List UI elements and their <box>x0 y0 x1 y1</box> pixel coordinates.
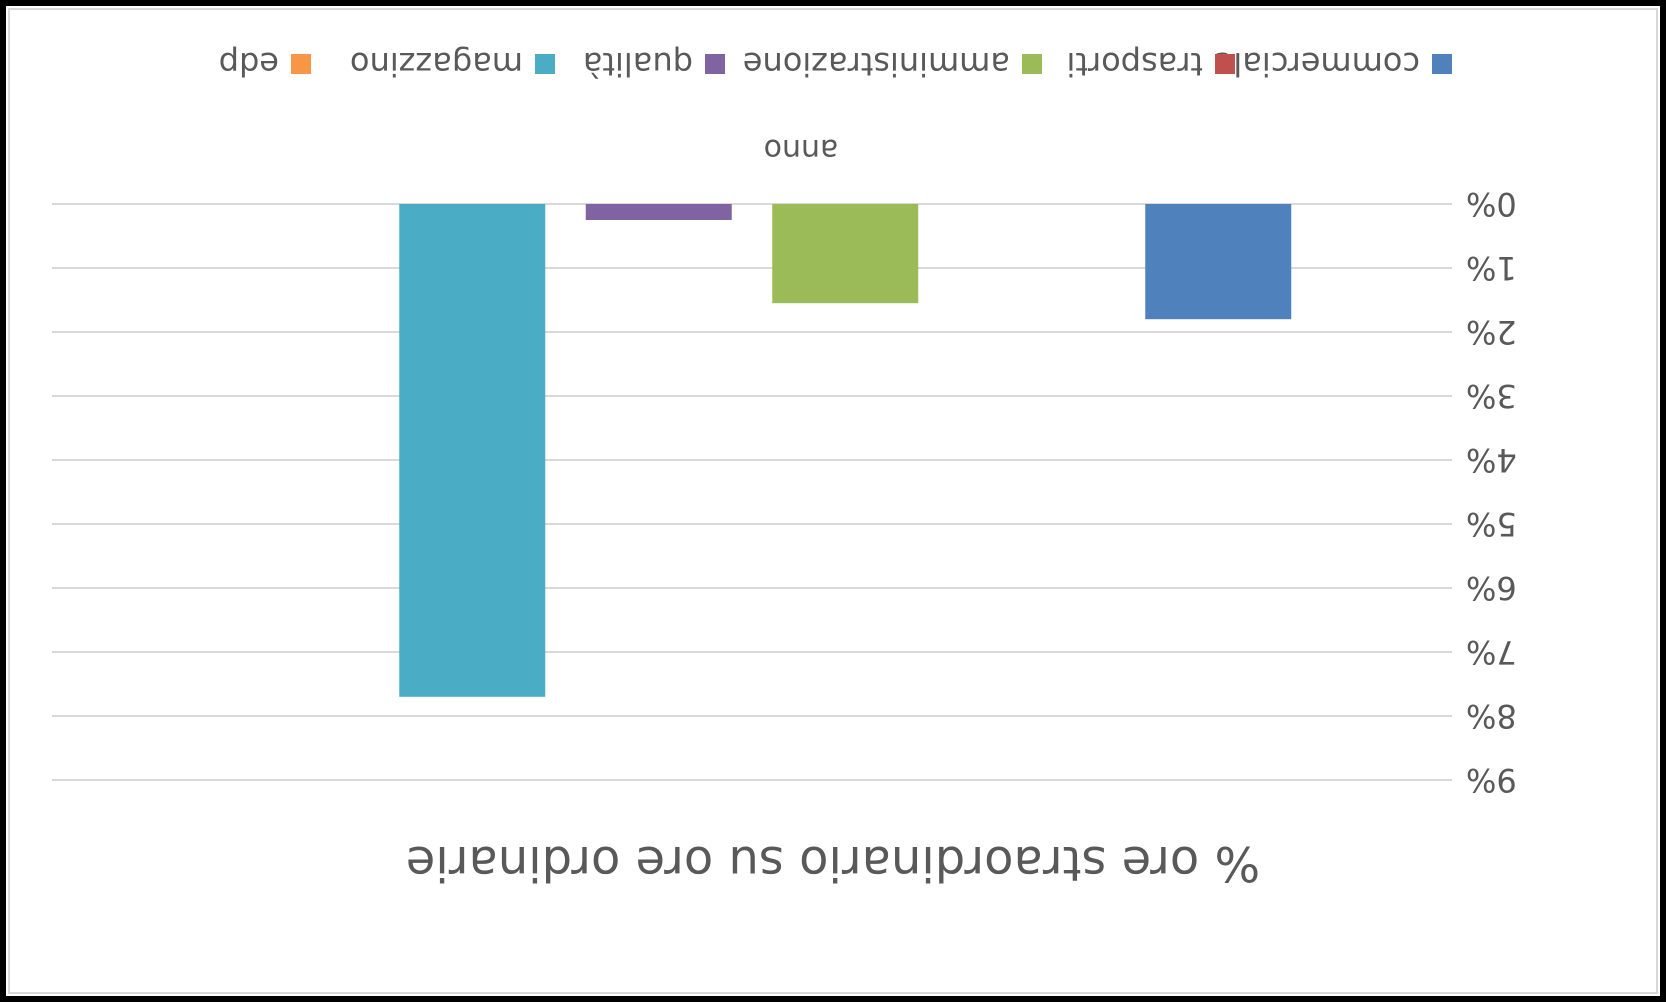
y-tick-label: 9% <box>1466 761 1517 799</box>
x-axis-title: anno <box>764 132 839 167</box>
bar-magazzino <box>399 204 546 697</box>
legend-label: qualità <box>583 45 693 83</box>
y-tick-label: 8% <box>1466 697 1517 735</box>
bars <box>399 204 1292 697</box>
legend-swatch <box>1215 54 1235 74</box>
legend-swatch <box>1022 54 1042 74</box>
y-tick-label: 1% <box>1466 249 1517 287</box>
legend-label: amministrazione <box>743 45 1010 83</box>
legend-label: trasporti <box>1067 45 1203 83</box>
legend-label: commerciale <box>1214 45 1420 83</box>
legend: commerciale trasporti amministrazione quali… <box>219 45 1452 83</box>
legend-swatch <box>535 54 555 74</box>
chart-area-border <box>8 8 1658 994</box>
y-tick-label: 0% <box>1466 185 1517 223</box>
y-tick-label: 7% <box>1466 633 1517 671</box>
legend-swatch <box>291 54 311 74</box>
bar-commerciale <box>1145 204 1292 320</box>
gridlines <box>52 203 1452 781</box>
legend-label: edp <box>219 45 279 83</box>
legend-swatch <box>705 54 725 74</box>
bar-qualit <box>585 204 732 220</box>
y-tick-label: 3% <box>1466 377 1517 415</box>
y-axis-tick-labels: 0% 1% 2% 3% 4% 5% 6% 7% 8% 9% <box>1466 185 1517 799</box>
chart-title: % ore straordinario su ore ordinarie <box>406 835 1260 891</box>
legend-label: magazzino <box>350 45 523 83</box>
legend-swatch <box>1432 54 1452 74</box>
y-tick-label: 2% <box>1466 313 1517 351</box>
y-tick-label: 5% <box>1466 505 1517 543</box>
bar-amministrazione <box>772 204 919 304</box>
y-tick-label: 4% <box>1466 441 1517 479</box>
y-tick-label: 6% <box>1466 569 1517 607</box>
